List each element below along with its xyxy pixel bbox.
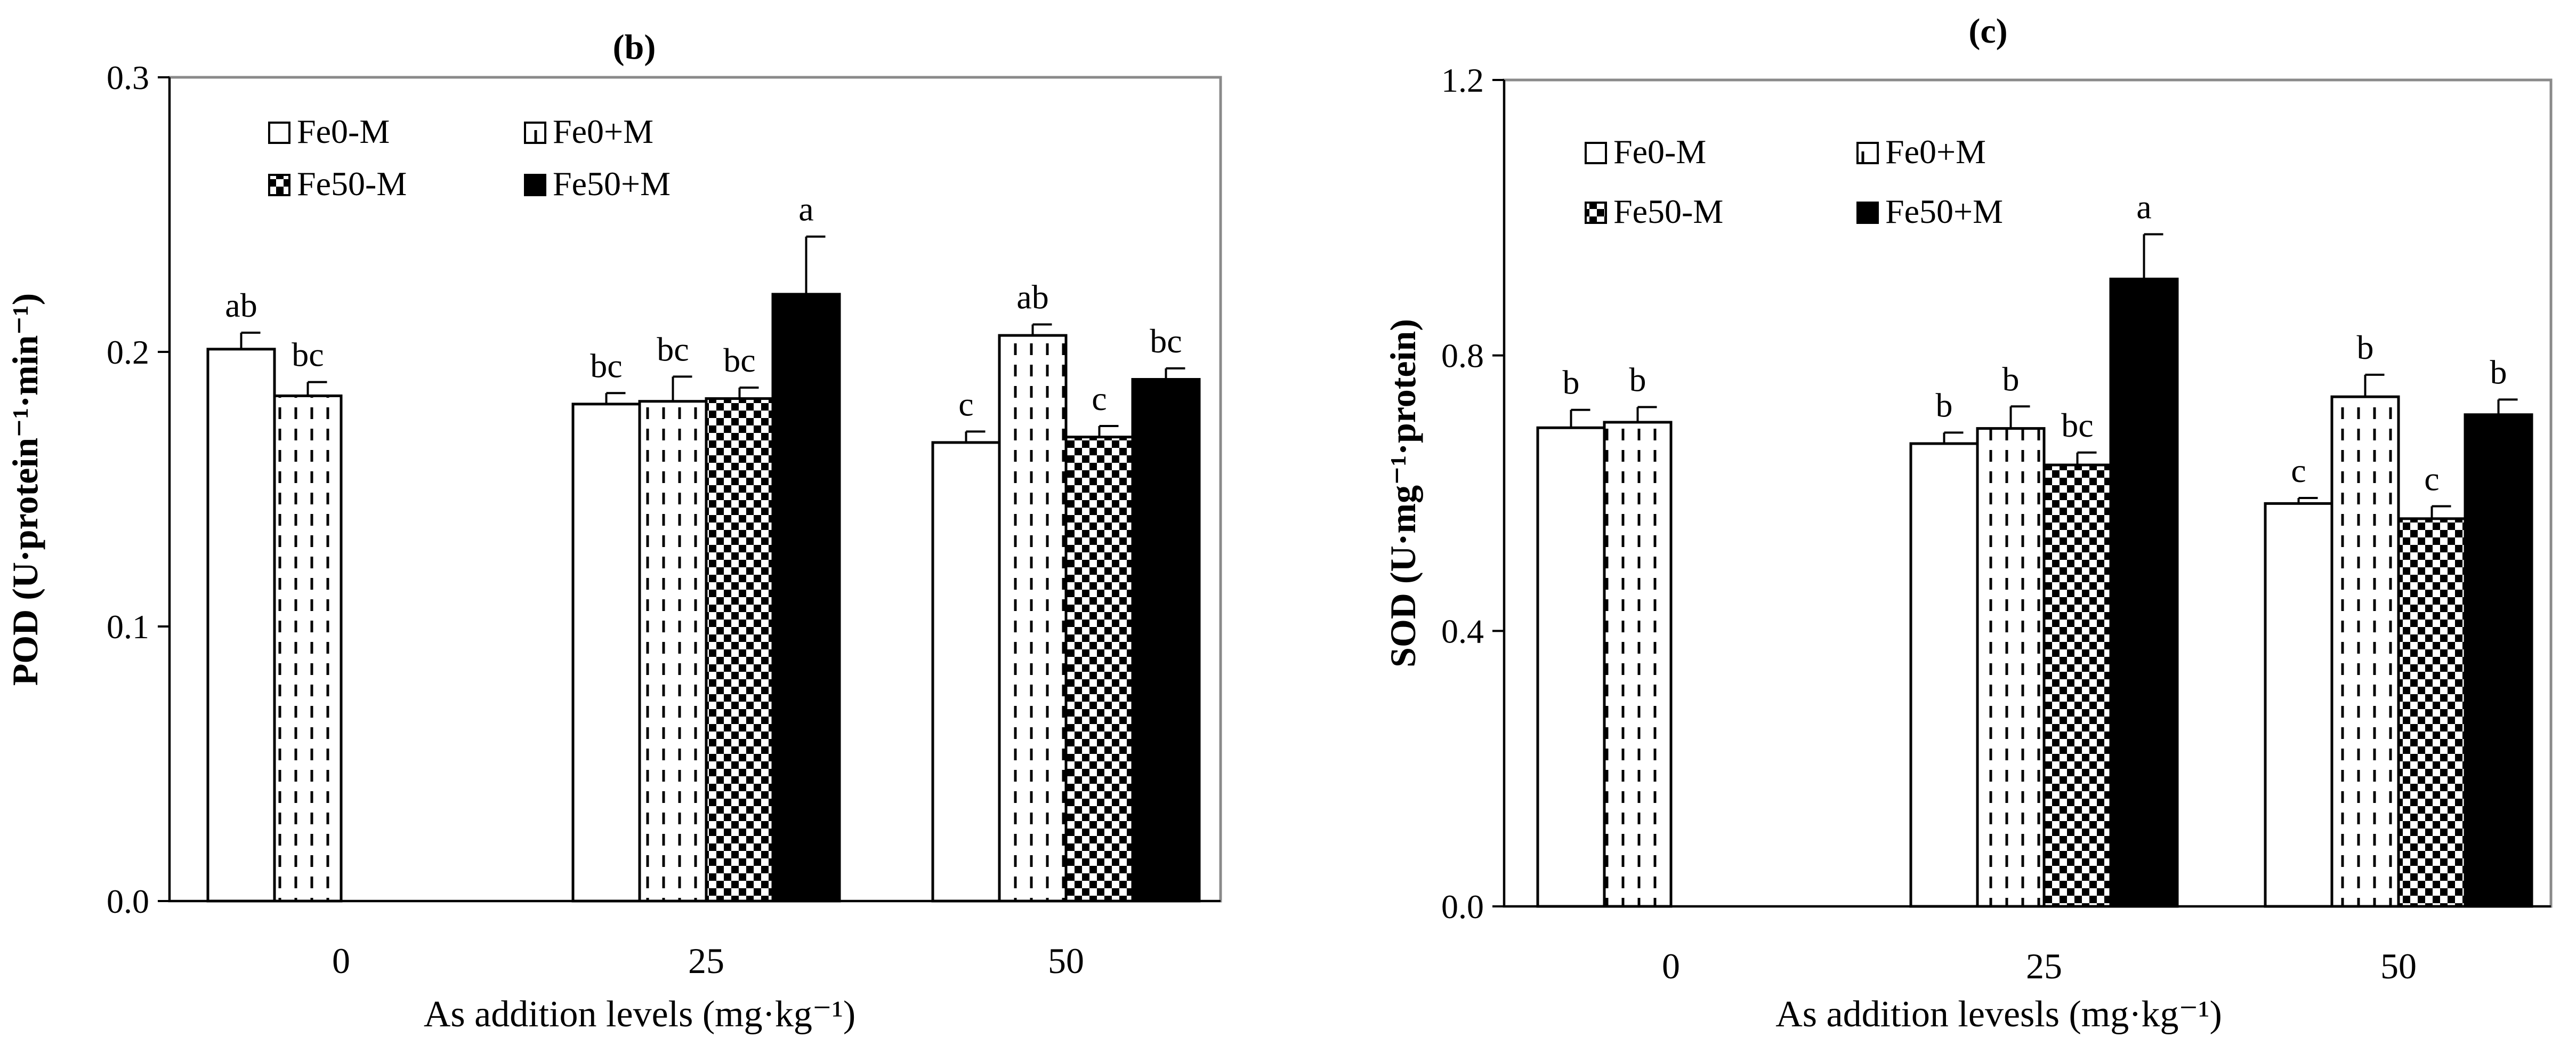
y-tick-label-b: 0.1 bbox=[107, 608, 149, 646]
y-tick-label-c: 0.8 bbox=[1441, 337, 1484, 375]
data-label-c: c bbox=[2424, 460, 2439, 498]
legend-label-c: Fe50-M bbox=[1613, 192, 1723, 230]
data-label-c: b bbox=[2002, 360, 2020, 398]
legend-label-b: Fe0+M bbox=[553, 112, 653, 150]
bar-c bbox=[2042, 463, 2112, 908]
legend-label-c: Fe0+M bbox=[1885, 133, 1986, 171]
x-axis-label-c: As addition levesls (mg·kg⁻¹) bbox=[1775, 994, 2222, 1035]
data-label-b: bc bbox=[723, 341, 755, 379]
legend-swatch-b bbox=[268, 174, 290, 196]
data-label-c: b bbox=[2490, 353, 2507, 391]
x-axis-label-b: As addition levels (mg·kg⁻¹) bbox=[424, 994, 855, 1035]
legend-swatch-c bbox=[1856, 142, 1879, 164]
y-tick-label-c: 0.0 bbox=[1441, 888, 1484, 926]
legend-swatch-b bbox=[268, 122, 290, 144]
y-tick-label-c: 1.2 bbox=[1441, 61, 1484, 99]
bar-b bbox=[273, 394, 343, 903]
data-label-c: b bbox=[1936, 386, 1953, 424]
bar-c bbox=[2330, 395, 2400, 908]
y-tick-label-b: 0.3 bbox=[107, 59, 149, 97]
y-tick-label-b: 0.2 bbox=[107, 333, 149, 371]
bar-c bbox=[1909, 442, 1979, 908]
x-tick-label-b: 50 bbox=[1048, 941, 1084, 981]
data-label-c: bc bbox=[2061, 406, 2093, 444]
bar-c bbox=[1976, 427, 2046, 908]
legend-swatch-c bbox=[1585, 142, 1607, 164]
bar-b bbox=[1064, 436, 1134, 903]
data-label-b: bc bbox=[292, 336, 324, 374]
data-label-c: b bbox=[1563, 364, 1580, 401]
x-tick-label-c: 25 bbox=[2026, 946, 2062, 986]
bar-b bbox=[571, 403, 641, 903]
bar-b bbox=[206, 348, 276, 903]
chart-title-b: (b) bbox=[613, 28, 656, 67]
data-label-c: b bbox=[1629, 361, 1646, 399]
bar-b bbox=[1131, 378, 1201, 903]
bar-c bbox=[1603, 421, 1673, 908]
legend-label-c: Fe50+M bbox=[1885, 192, 2003, 230]
data-label-b: a bbox=[798, 190, 813, 228]
data-label-b: bc bbox=[1150, 322, 1182, 360]
legend-swatch-c bbox=[1856, 202, 1879, 224]
bar-b bbox=[998, 334, 1068, 903]
bar-b bbox=[931, 441, 1001, 903]
data-label-b: c bbox=[958, 385, 973, 423]
bar-c bbox=[2464, 413, 2533, 908]
y-axis-label-b: POD (U·protein⁻¹·min⁻¹) bbox=[5, 293, 45, 686]
legend-label-b: Fe50-M bbox=[297, 165, 407, 203]
x-tick-label-b: 25 bbox=[688, 941, 724, 981]
legend-swatch-b bbox=[524, 122, 546, 144]
bar-c bbox=[2264, 502, 2333, 908]
bar-c bbox=[2109, 277, 2179, 908]
legend-label-b: Fe0-M bbox=[297, 112, 390, 150]
bar-b bbox=[705, 397, 774, 903]
legend-label-c: Fe0-M bbox=[1613, 133, 1706, 171]
bar-b bbox=[771, 293, 841, 903]
legend-swatch-b bbox=[524, 174, 546, 196]
bar-c bbox=[1536, 426, 1606, 908]
bar-c bbox=[2397, 517, 2467, 908]
legend-swatch-c bbox=[1585, 202, 1607, 224]
y-tick-label-b: 0.0 bbox=[107, 882, 149, 920]
chart-b: 0.0 0.1 0.2 0.3 0 25 50 (b) As addition levels (… bbox=[5, 28, 1222, 1035]
data-label-b: ab bbox=[225, 286, 257, 324]
x-tick-label-c: 50 bbox=[2380, 946, 2417, 986]
data-label-c: a bbox=[2136, 188, 2151, 226]
chart-title-c: (c) bbox=[1968, 12, 2007, 51]
chart-c: 0.0 0.4 0.8 1.2 0 25 50 (c) As addition levesls … bbox=[1383, 12, 2553, 1035]
data-label-b: ab bbox=[1016, 278, 1048, 316]
data-label-b: bc bbox=[657, 330, 689, 368]
x-tick-label-b: 0 bbox=[332, 941, 350, 981]
data-label-c: c bbox=[2291, 452, 2306, 489]
x-tick-label-c: 0 bbox=[1662, 946, 1680, 986]
data-label-c: b bbox=[2357, 328, 2374, 366]
y-axis-label-c: SOD (U·mg⁻¹·protein) bbox=[1383, 319, 1423, 668]
data-label-b: bc bbox=[590, 347, 622, 384]
data-label-b: c bbox=[1092, 380, 1107, 417]
y-tick-label-c: 0.4 bbox=[1441, 612, 1484, 650]
legend-label-b: Fe50+M bbox=[553, 165, 671, 203]
bar-b bbox=[638, 400, 708, 903]
